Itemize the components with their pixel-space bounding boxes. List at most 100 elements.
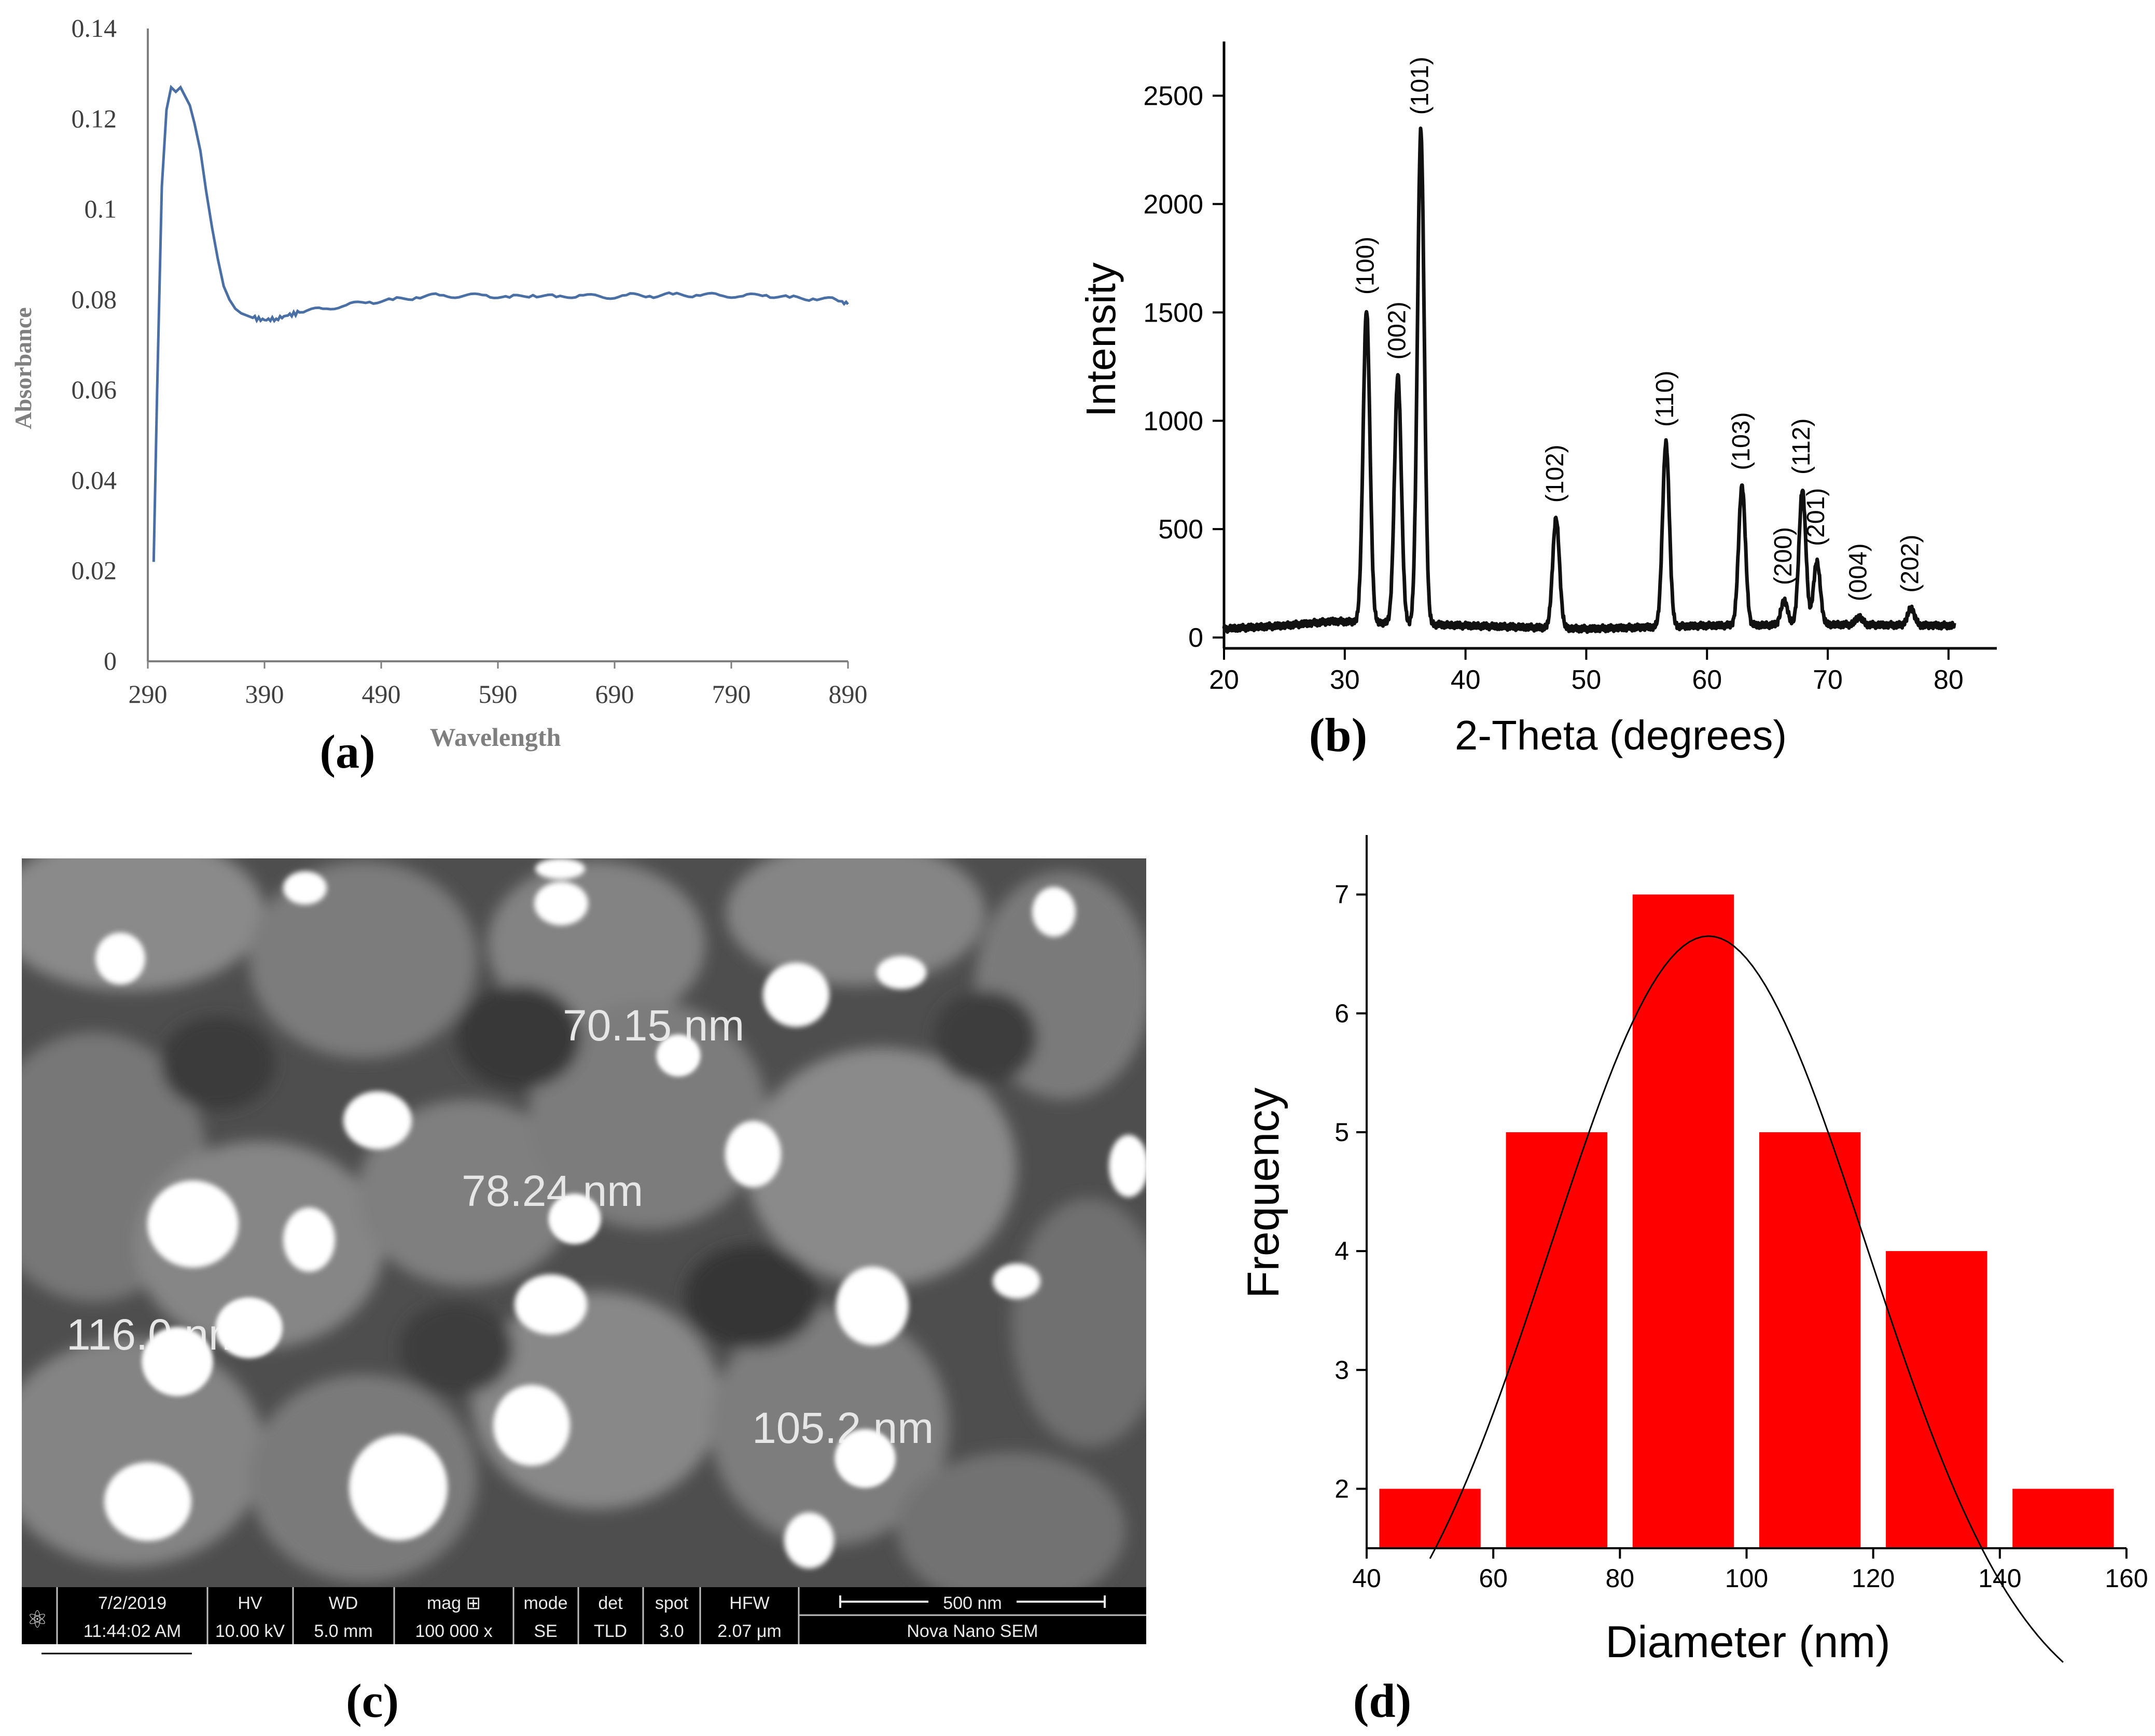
a-y-tick-label: 0.04 bbox=[72, 465, 117, 494]
d-histogram-bar bbox=[1632, 894, 1734, 1548]
a-y-tick-label: 0.02 bbox=[72, 556, 117, 585]
sem-spot-value: 3.0 bbox=[659, 1621, 684, 1641]
b-peak-label: (103) bbox=[1728, 412, 1755, 470]
sem-measurement-2: 78.24 nm bbox=[462, 1166, 643, 1215]
sem-det-label: det bbox=[598, 1593, 623, 1613]
a-y-tick-label: 0.08 bbox=[72, 285, 117, 314]
a-x-tick-label: 790 bbox=[712, 679, 751, 709]
d-y-tick-label: 2 bbox=[1334, 1474, 1349, 1503]
b-peak-label: (202) bbox=[1897, 535, 1924, 593]
b-x-axis-label: 2-Theta (degrees) bbox=[1455, 712, 1787, 758]
b-y-tick-label: 1500 bbox=[1143, 298, 1203, 328]
panel-label-c: (c) bbox=[346, 1674, 399, 1727]
d-x-tick-label: 100 bbox=[1725, 1564, 1768, 1593]
sem-scale-label: 500 nm bbox=[943, 1593, 1002, 1613]
a-x-tick-label: 590 bbox=[479, 679, 518, 709]
sem-hv-value: 10.00 kV bbox=[215, 1621, 285, 1641]
a-y-tick-label: 0.06 bbox=[72, 375, 117, 404]
b-peak-label: (100) bbox=[1352, 237, 1380, 295]
b-peak-label: (110) bbox=[1651, 371, 1679, 427]
d-x-axis-label: Diameter (nm) bbox=[1605, 1617, 1890, 1667]
b-peak-label: (002) bbox=[1383, 301, 1411, 359]
sem-hfw-label: HFW bbox=[729, 1593, 769, 1613]
b-x-tick-label: 40 bbox=[1451, 665, 1481, 695]
d-y-tick-label: 3 bbox=[1334, 1355, 1349, 1384]
d-gaussian-fit-curve bbox=[1429, 935, 2064, 1663]
panel-d-histogram: 40 60 80 100 120 140 160 2 3 4 5 6 7 Frequency Diame… bbox=[1239, 835, 2148, 1727]
d-x-tick-label: 60 bbox=[1479, 1564, 1508, 1593]
d-x-tick-label: 120 bbox=[1852, 1564, 1895, 1593]
panel-label-b: (b) bbox=[1309, 709, 1367, 761]
d-y-axis-label: Frequency bbox=[1239, 1088, 1288, 1298]
sem-micrograph: 70.15 nm 78.24 nm 116.0 nm 105.2 nm bbox=[22, 858, 1146, 1587]
b-y-tick-label: 0 bbox=[1188, 623, 1203, 653]
d-histogram-bar bbox=[1759, 1132, 1861, 1548]
b-y-axis-label: Intensity bbox=[1078, 262, 1124, 417]
b-y-tick-label: 2000 bbox=[1143, 189, 1203, 219]
d-histogram-bar bbox=[1506, 1132, 1607, 1548]
a-x-tick-label: 690 bbox=[595, 679, 634, 709]
d-y-tick-label: 5 bbox=[1334, 1118, 1349, 1147]
b-y-tick-label: 500 bbox=[1158, 515, 1203, 545]
b-peak-label: (112) bbox=[1788, 418, 1815, 475]
b-peak-label: (201) bbox=[1802, 488, 1830, 546]
d-x-tick-label: 40 bbox=[1352, 1564, 1381, 1593]
sem-hv-label: HV bbox=[238, 1593, 262, 1613]
sem-info-bar: ⚛ 7/2/2019 11:44:02 AM HV 10.00 kV WD 5.… bbox=[22, 1587, 1146, 1655]
d-y-tick-label: 4 bbox=[1334, 1237, 1349, 1266]
b-peak-label: (101) bbox=[1406, 57, 1434, 115]
a-absorbance-line bbox=[152, 85, 849, 562]
panel-label-a: (a) bbox=[319, 725, 375, 778]
b-peak-label: (200) bbox=[1770, 527, 1797, 585]
a-x-axis-label: Wavelength bbox=[430, 723, 561, 752]
sem-date: 7/2/2019 bbox=[98, 1593, 166, 1613]
b-x-tick-label: 30 bbox=[1330, 665, 1360, 695]
sem-time: 11:44:02 AM bbox=[84, 1621, 181, 1641]
a-x-tick-label: 890 bbox=[829, 679, 868, 709]
d-histogram-bar bbox=[1379, 1489, 1481, 1548]
sem-mag-label: mag ⊞ bbox=[427, 1593, 481, 1613]
d-histogram-bar bbox=[1886, 1251, 1987, 1548]
a-y-tick-label: 0.12 bbox=[72, 104, 117, 133]
b-y-tick-label: 2500 bbox=[1143, 81, 1203, 111]
d-x-tick-label: 160 bbox=[2105, 1564, 2148, 1593]
b-x-tick-label: 50 bbox=[1572, 665, 1602, 695]
a-x-tick-label: 390 bbox=[245, 679, 284, 709]
b-x-tick-label: 20 bbox=[1209, 665, 1239, 695]
a-y-tick-label: 0 bbox=[104, 646, 117, 675]
b-x-tick-label: 70 bbox=[1813, 665, 1843, 695]
b-x-tick-label: 80 bbox=[1934, 665, 1964, 695]
sem-wd-value: 5.0 mm bbox=[314, 1621, 372, 1641]
b-peak-label: (102) bbox=[1541, 445, 1569, 503]
d-y-tick-label: 7 bbox=[1334, 880, 1349, 909]
sem-mode-value: SE bbox=[534, 1621, 557, 1641]
panel-c-sem-image: 70.15 nm 78.24 nm 116.0 nm 105.2 nm bbox=[22, 858, 1146, 1727]
sem-det-value: TLD bbox=[594, 1621, 627, 1641]
a-y-tick-label: 0.14 bbox=[72, 13, 117, 43]
sem-wd-label: WD bbox=[329, 1593, 358, 1613]
a-x-tick-label: 290 bbox=[129, 679, 168, 709]
panel-a-uv-vis-chart: 290 390 490 590 690 790 890 0 0.02 0.04 0.06 0.08 0.… bbox=[10, 13, 868, 778]
d-x-tick-label: 80 bbox=[1606, 1564, 1635, 1593]
sem-mode-label: mode bbox=[523, 1593, 567, 1613]
sem-spot-label: spot bbox=[655, 1593, 689, 1613]
d-x-tick-label: 140 bbox=[1978, 1564, 2021, 1593]
d-histogram-bar bbox=[2012, 1489, 2114, 1548]
sem-overlapping-particles bbox=[143, 1036, 894, 1487]
a-y-tick-label: 0.1 bbox=[85, 195, 117, 224]
a-y-axis-label: Absorbance bbox=[10, 307, 36, 429]
panel-b-xrd-chart: 20 30 40 50 60 70 80 0 500 1000 1500 2000 2500 (100)… bbox=[1078, 41, 1997, 761]
sem-scale-bar bbox=[839, 1595, 1106, 1608]
sem-hfw-value: 2.07 μm bbox=[717, 1621, 782, 1641]
b-y-tick-label: 1000 bbox=[1143, 406, 1203, 436]
b-x-tick-label: 60 bbox=[1692, 665, 1722, 695]
b-peak-label: (004) bbox=[1845, 543, 1872, 601]
d-y-tick-label: 6 bbox=[1334, 999, 1349, 1028]
sem-instrument: Nova Nano SEM bbox=[907, 1621, 1038, 1641]
sem-measurement-1: 70.15 nm bbox=[563, 1001, 744, 1050]
b-xrd-pattern-line bbox=[1222, 126, 1956, 634]
sem-mag-value: 100 000 x bbox=[415, 1621, 492, 1641]
a-x-tick-label: 490 bbox=[362, 679, 401, 709]
panel-label-d: (d) bbox=[1353, 1674, 1411, 1727]
